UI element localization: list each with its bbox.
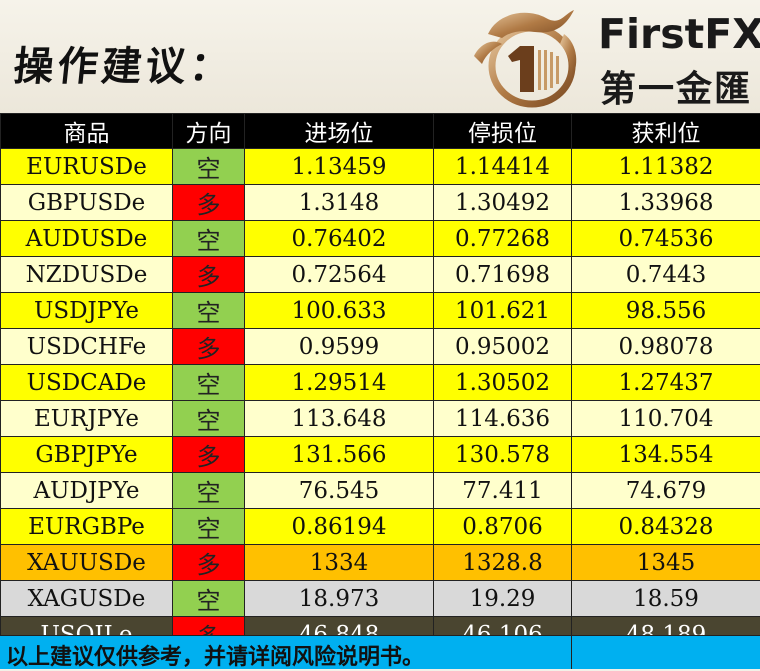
target-cell: 1.27437 [572,365,760,401]
brand-name-en: FirstFX [598,10,760,58]
target-cell: 0.84328 [572,509,760,545]
target-cell: 1.33968 [572,185,760,221]
stop-cell: 101.621 [434,293,572,329]
entry-cell: 113.648 [245,401,434,437]
stop-cell: 77.411 [434,473,572,509]
dragon-coin-logo-icon [468,4,586,108]
table-row: XAUUSDe 多 1334 1328.8 1345 [1,545,760,581]
entry-cell: 1334 [245,545,434,581]
table-row: EURGBPe 空 0.86194 0.8706 0.84328 [1,509,760,545]
entry-cell: 76.545 [245,473,434,509]
stop-cell: 114.636 [434,401,572,437]
product-cell: XAUUSDe [1,545,173,581]
table-row: USDJPYe 空 100.633 101.621 98.556 [1,293,760,329]
table-row: XAGUSDe 空 18.973 19.29 18.59 [1,581,760,617]
entry-cell: 0.76402 [245,221,434,257]
stop-cell: 0.95002 [434,329,572,365]
entry-cell: 1.13459 [245,149,434,185]
direction-cell: 空 [173,581,245,617]
table-row: USDCHFe 多 0.9599 0.95002 0.98078 [1,329,760,365]
product-cell: AUDJPYe [1,473,173,509]
target-cell: 134.554 [572,437,760,473]
direction-cell: 空 [173,221,245,257]
disclaimer-text: 以上建议仅供参考，并请详阅风险说明书。 [6,639,424,671]
stop-cell: 1.30502 [434,365,572,401]
table-row: EURJPYe 空 113.648 114.636 110.704 [1,401,760,437]
direction-cell: 多 [173,257,245,293]
direction-cell: 多 [173,545,245,581]
target-cell: 0.7443 [572,257,760,293]
stop-cell: 0.71698 [434,257,572,293]
table-row: EURUSDe 空 1.13459 1.14414 1.11382 [1,149,760,185]
table-header-row: 商品 方向 进场位 停损位 获利位 [1,114,760,149]
column-header-direction: 方向 [173,114,245,149]
table-row: GBPUSDe 多 1.3148 1.30492 1.33968 [1,185,760,221]
table-row: GBPJPYe 多 131.566 130.578 134.554 [1,437,760,473]
table-row: AUDJPYe 空 76.545 77.411 74.679 [1,473,760,509]
direction-cell: 空 [173,293,245,329]
product-cell: NZDUSDe [1,257,173,293]
stop-cell: 19.29 [434,581,572,617]
product-cell: GBPJPYe [1,437,173,473]
stop-cell: 1.14414 [434,149,572,185]
table-row: AUDUSDe 空 0.76402 0.77268 0.74536 [1,221,760,257]
product-cell: GBPUSDe [1,185,173,221]
target-cell: 0.98078 [572,329,760,365]
direction-cell: 多 [173,185,245,221]
entry-cell: 0.9599 [245,329,434,365]
product-cell: EURJPYe [1,401,173,437]
direction-cell: 空 [173,401,245,437]
direction-cell: 空 [173,509,245,545]
direction-cell: 多 [173,329,245,365]
direction-cell: 空 [173,149,245,185]
table-row: NZDUSDe 多 0.72564 0.71698 0.7443 [1,257,760,293]
target-cell: 1345 [572,545,760,581]
product-cell: XAGUSDe [1,581,173,617]
brand-name-cn: 第一金匯 [600,60,752,112]
stop-cell: 1328.8 [434,545,572,581]
product-cell: USDJPYe [1,293,173,329]
column-header-entry: 进场位 [245,114,434,149]
target-cell: 1.11382 [572,149,760,185]
entry-cell: 0.72564 [245,257,434,293]
product-cell: EURUSDe [1,149,173,185]
disclaimer-footer: 以上建议仅供参考，并请详阅风险说明书。 [0,635,760,669]
product-cell: EURGBPe [1,509,173,545]
stop-cell: 130.578 [434,437,572,473]
stop-cell: 0.77268 [434,221,572,257]
stop-cell: 1.30492 [434,185,572,221]
table-row: USDCADe 空 1.29514 1.30502 1.27437 [1,365,760,401]
direction-cell: 空 [173,365,245,401]
direction-cell: 空 [173,473,245,509]
entry-cell: 131.566 [245,437,434,473]
target-cell: 110.704 [572,401,760,437]
column-header-target: 获利位 [572,114,760,149]
column-header-stop: 停损位 [434,114,572,149]
page-title: 操作建议： [11,34,237,92]
product-cell: USDCADe [1,365,173,401]
column-header-product: 商品 [1,114,173,149]
target-cell: 0.74536 [572,221,760,257]
footer-divider [571,636,572,669]
entry-cell: 18.973 [245,581,434,617]
product-cell: USDCHFe [1,329,173,365]
entry-cell: 100.633 [245,293,434,329]
entry-cell: 0.86194 [245,509,434,545]
target-cell: 74.679 [572,473,760,509]
target-cell: 18.59 [572,581,760,617]
product-cell: AUDUSDe [1,221,173,257]
entry-cell: 1.3148 [245,185,434,221]
stop-cell: 0.8706 [434,509,572,545]
target-cell: 98.556 [572,293,760,329]
page-header: 操作建议： FirstFX 第一金匯 [0,0,760,113]
trade-suggestions-table: 商品 方向 进场位 停损位 获利位 EURUSDe 空 1.13459 1.14… [0,113,760,653]
direction-cell: 多 [173,437,245,473]
entry-cell: 1.29514 [245,365,434,401]
